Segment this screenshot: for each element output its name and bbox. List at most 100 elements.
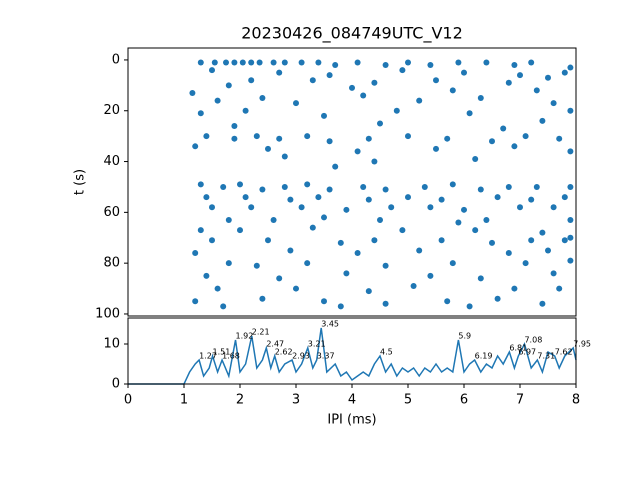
point xyxy=(259,295,266,302)
point xyxy=(416,247,423,254)
point xyxy=(332,163,339,170)
point xyxy=(231,135,238,142)
x-tick-label: 4 xyxy=(348,393,356,408)
point xyxy=(349,84,355,91)
point xyxy=(433,145,439,152)
point xyxy=(293,100,299,107)
point xyxy=(365,196,372,203)
point xyxy=(444,135,451,142)
point xyxy=(237,181,243,188)
x-tick-label: 7 xyxy=(516,393,524,408)
line xyxy=(128,327,577,385)
point xyxy=(567,216,574,223)
point xyxy=(231,122,238,129)
point xyxy=(337,303,344,310)
point xyxy=(371,158,378,165)
point xyxy=(237,227,243,234)
point xyxy=(382,262,389,269)
y-tick-label: 80 xyxy=(103,256,120,271)
x-tick-label: 1 xyxy=(180,393,188,408)
point xyxy=(494,194,501,201)
axes-frame xyxy=(127,47,577,317)
x-axis-label: IPI (ms) xyxy=(327,413,376,428)
point xyxy=(321,298,327,305)
x-tick-label: 5 xyxy=(404,393,412,408)
x-tick-label: 6 xyxy=(460,393,468,408)
point xyxy=(550,100,557,107)
point xyxy=(449,181,456,188)
point xyxy=(461,206,467,213)
point xyxy=(248,59,255,66)
peak-label: 7.62 xyxy=(555,348,573,357)
point xyxy=(225,216,232,223)
point xyxy=(494,295,501,302)
peak-label: 7.08 xyxy=(524,336,542,345)
peak-label: 1.51 xyxy=(213,348,231,357)
point xyxy=(242,107,249,114)
point xyxy=(500,125,507,132)
point xyxy=(505,79,512,86)
x-tick-label: 0 xyxy=(124,393,132,408)
point xyxy=(281,153,288,160)
point xyxy=(477,95,484,102)
point xyxy=(309,77,316,84)
point xyxy=(377,120,383,127)
point xyxy=(231,59,238,66)
point xyxy=(321,214,327,221)
point xyxy=(550,204,557,211)
point xyxy=(393,107,400,114)
point xyxy=(388,204,395,211)
point xyxy=(466,110,473,117)
chart-title: 20230426_084749UTC_V12 xyxy=(241,24,463,44)
point xyxy=(433,77,439,84)
point xyxy=(248,77,255,84)
point xyxy=(209,237,215,244)
point xyxy=(533,183,540,190)
point xyxy=(287,196,294,203)
point xyxy=(455,219,462,226)
y-tick-label: 40 xyxy=(103,154,120,169)
point xyxy=(189,89,196,96)
y-tick-label: 0 xyxy=(112,52,120,67)
point xyxy=(539,229,546,236)
point xyxy=(276,69,283,76)
point xyxy=(511,143,518,150)
point xyxy=(567,107,574,114)
point xyxy=(209,204,215,211)
point xyxy=(567,148,574,155)
point xyxy=(438,196,445,203)
point xyxy=(567,183,574,190)
point xyxy=(360,92,367,99)
point xyxy=(410,283,417,290)
point xyxy=(382,62,389,69)
point xyxy=(483,59,490,66)
point xyxy=(371,237,378,244)
peak-label: 2.93 xyxy=(292,352,310,361)
point xyxy=(343,206,350,213)
point xyxy=(265,237,271,244)
point xyxy=(517,204,523,211)
point xyxy=(561,69,568,76)
point xyxy=(209,67,215,74)
point xyxy=(449,260,456,267)
point xyxy=(365,135,372,142)
y-axis-label: t (s) xyxy=(73,169,88,195)
point xyxy=(203,194,210,201)
point xyxy=(472,227,479,234)
point xyxy=(214,285,221,292)
point xyxy=(293,285,299,292)
point xyxy=(360,183,367,190)
point xyxy=(517,72,523,79)
point xyxy=(332,62,339,69)
point xyxy=(539,300,546,307)
point xyxy=(220,183,227,190)
point xyxy=(405,194,411,201)
peak-label: 7.31 xyxy=(537,352,555,361)
point xyxy=(528,196,535,203)
point xyxy=(461,69,467,76)
point xyxy=(528,59,535,66)
point xyxy=(444,298,451,305)
point xyxy=(265,145,271,152)
point xyxy=(197,110,204,117)
